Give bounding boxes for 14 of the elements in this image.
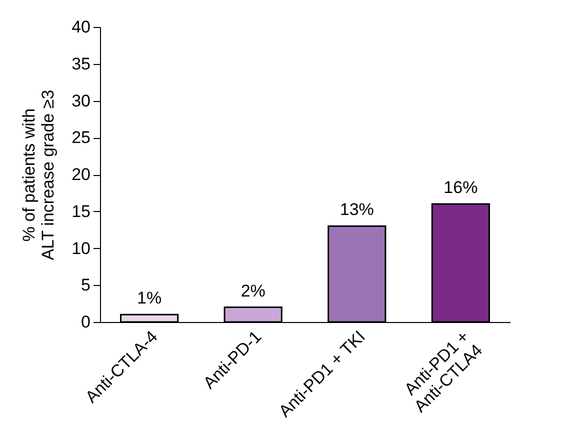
y-tick-label: 35: [72, 54, 90, 74]
data-label: 13%: [340, 200, 374, 220]
data-label: 16%: [444, 178, 478, 197]
y-axis-title: % of patients with ALT increase grade ≥3: [20, 90, 58, 260]
y-tick-label: 40: [72, 18, 90, 36]
y-tick-label: 25: [72, 128, 90, 148]
data-label: 1%: [137, 288, 162, 308]
y-tick-label: 10: [72, 238, 90, 258]
y-tick-label: 20: [72, 165, 90, 184]
y-tick-label: 0: [81, 312, 90, 332]
y-tick-label: 5: [81, 276, 90, 295]
y-tick-label: 15: [72, 202, 90, 221]
data-label: 2%: [240, 281, 266, 300]
y-tick-label: 30: [72, 91, 90, 110]
